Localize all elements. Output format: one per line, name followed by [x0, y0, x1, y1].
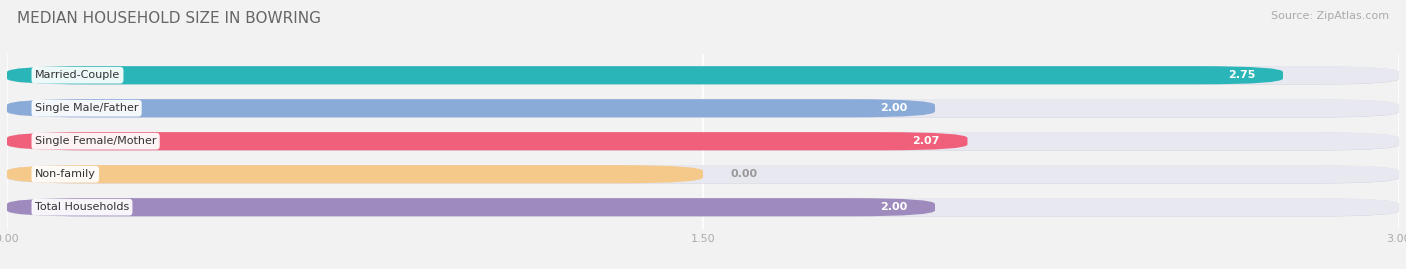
Text: Total Households: Total Households [35, 202, 129, 212]
Text: Single Female/Mother: Single Female/Mother [35, 136, 156, 146]
FancyBboxPatch shape [7, 165, 1399, 183]
Text: 2.75: 2.75 [1227, 70, 1256, 80]
FancyBboxPatch shape [7, 132, 1399, 151]
FancyBboxPatch shape [7, 132, 967, 150]
FancyBboxPatch shape [7, 66, 1284, 84]
FancyBboxPatch shape [7, 165, 703, 183]
Text: 2.07: 2.07 [912, 136, 939, 146]
FancyBboxPatch shape [7, 199, 1399, 217]
Text: 2.00: 2.00 [880, 103, 907, 113]
Text: Source: ZipAtlas.com: Source: ZipAtlas.com [1271, 11, 1389, 21]
FancyBboxPatch shape [7, 100, 1399, 118]
FancyBboxPatch shape [7, 198, 1399, 216]
Text: 2.00: 2.00 [880, 202, 907, 212]
FancyBboxPatch shape [7, 165, 1399, 183]
Text: 0.00: 0.00 [731, 169, 758, 179]
Text: Non-family: Non-family [35, 169, 96, 179]
Text: MEDIAN HOUSEHOLD SIZE IN BOWRING: MEDIAN HOUSEHOLD SIZE IN BOWRING [17, 11, 321, 26]
FancyBboxPatch shape [7, 99, 935, 117]
FancyBboxPatch shape [7, 99, 1399, 117]
FancyBboxPatch shape [7, 66, 1399, 84]
Text: Single Male/Father: Single Male/Father [35, 103, 138, 113]
FancyBboxPatch shape [7, 132, 1399, 150]
FancyBboxPatch shape [7, 66, 1399, 84]
Text: Married-Couple: Married-Couple [35, 70, 120, 80]
FancyBboxPatch shape [7, 198, 935, 216]
